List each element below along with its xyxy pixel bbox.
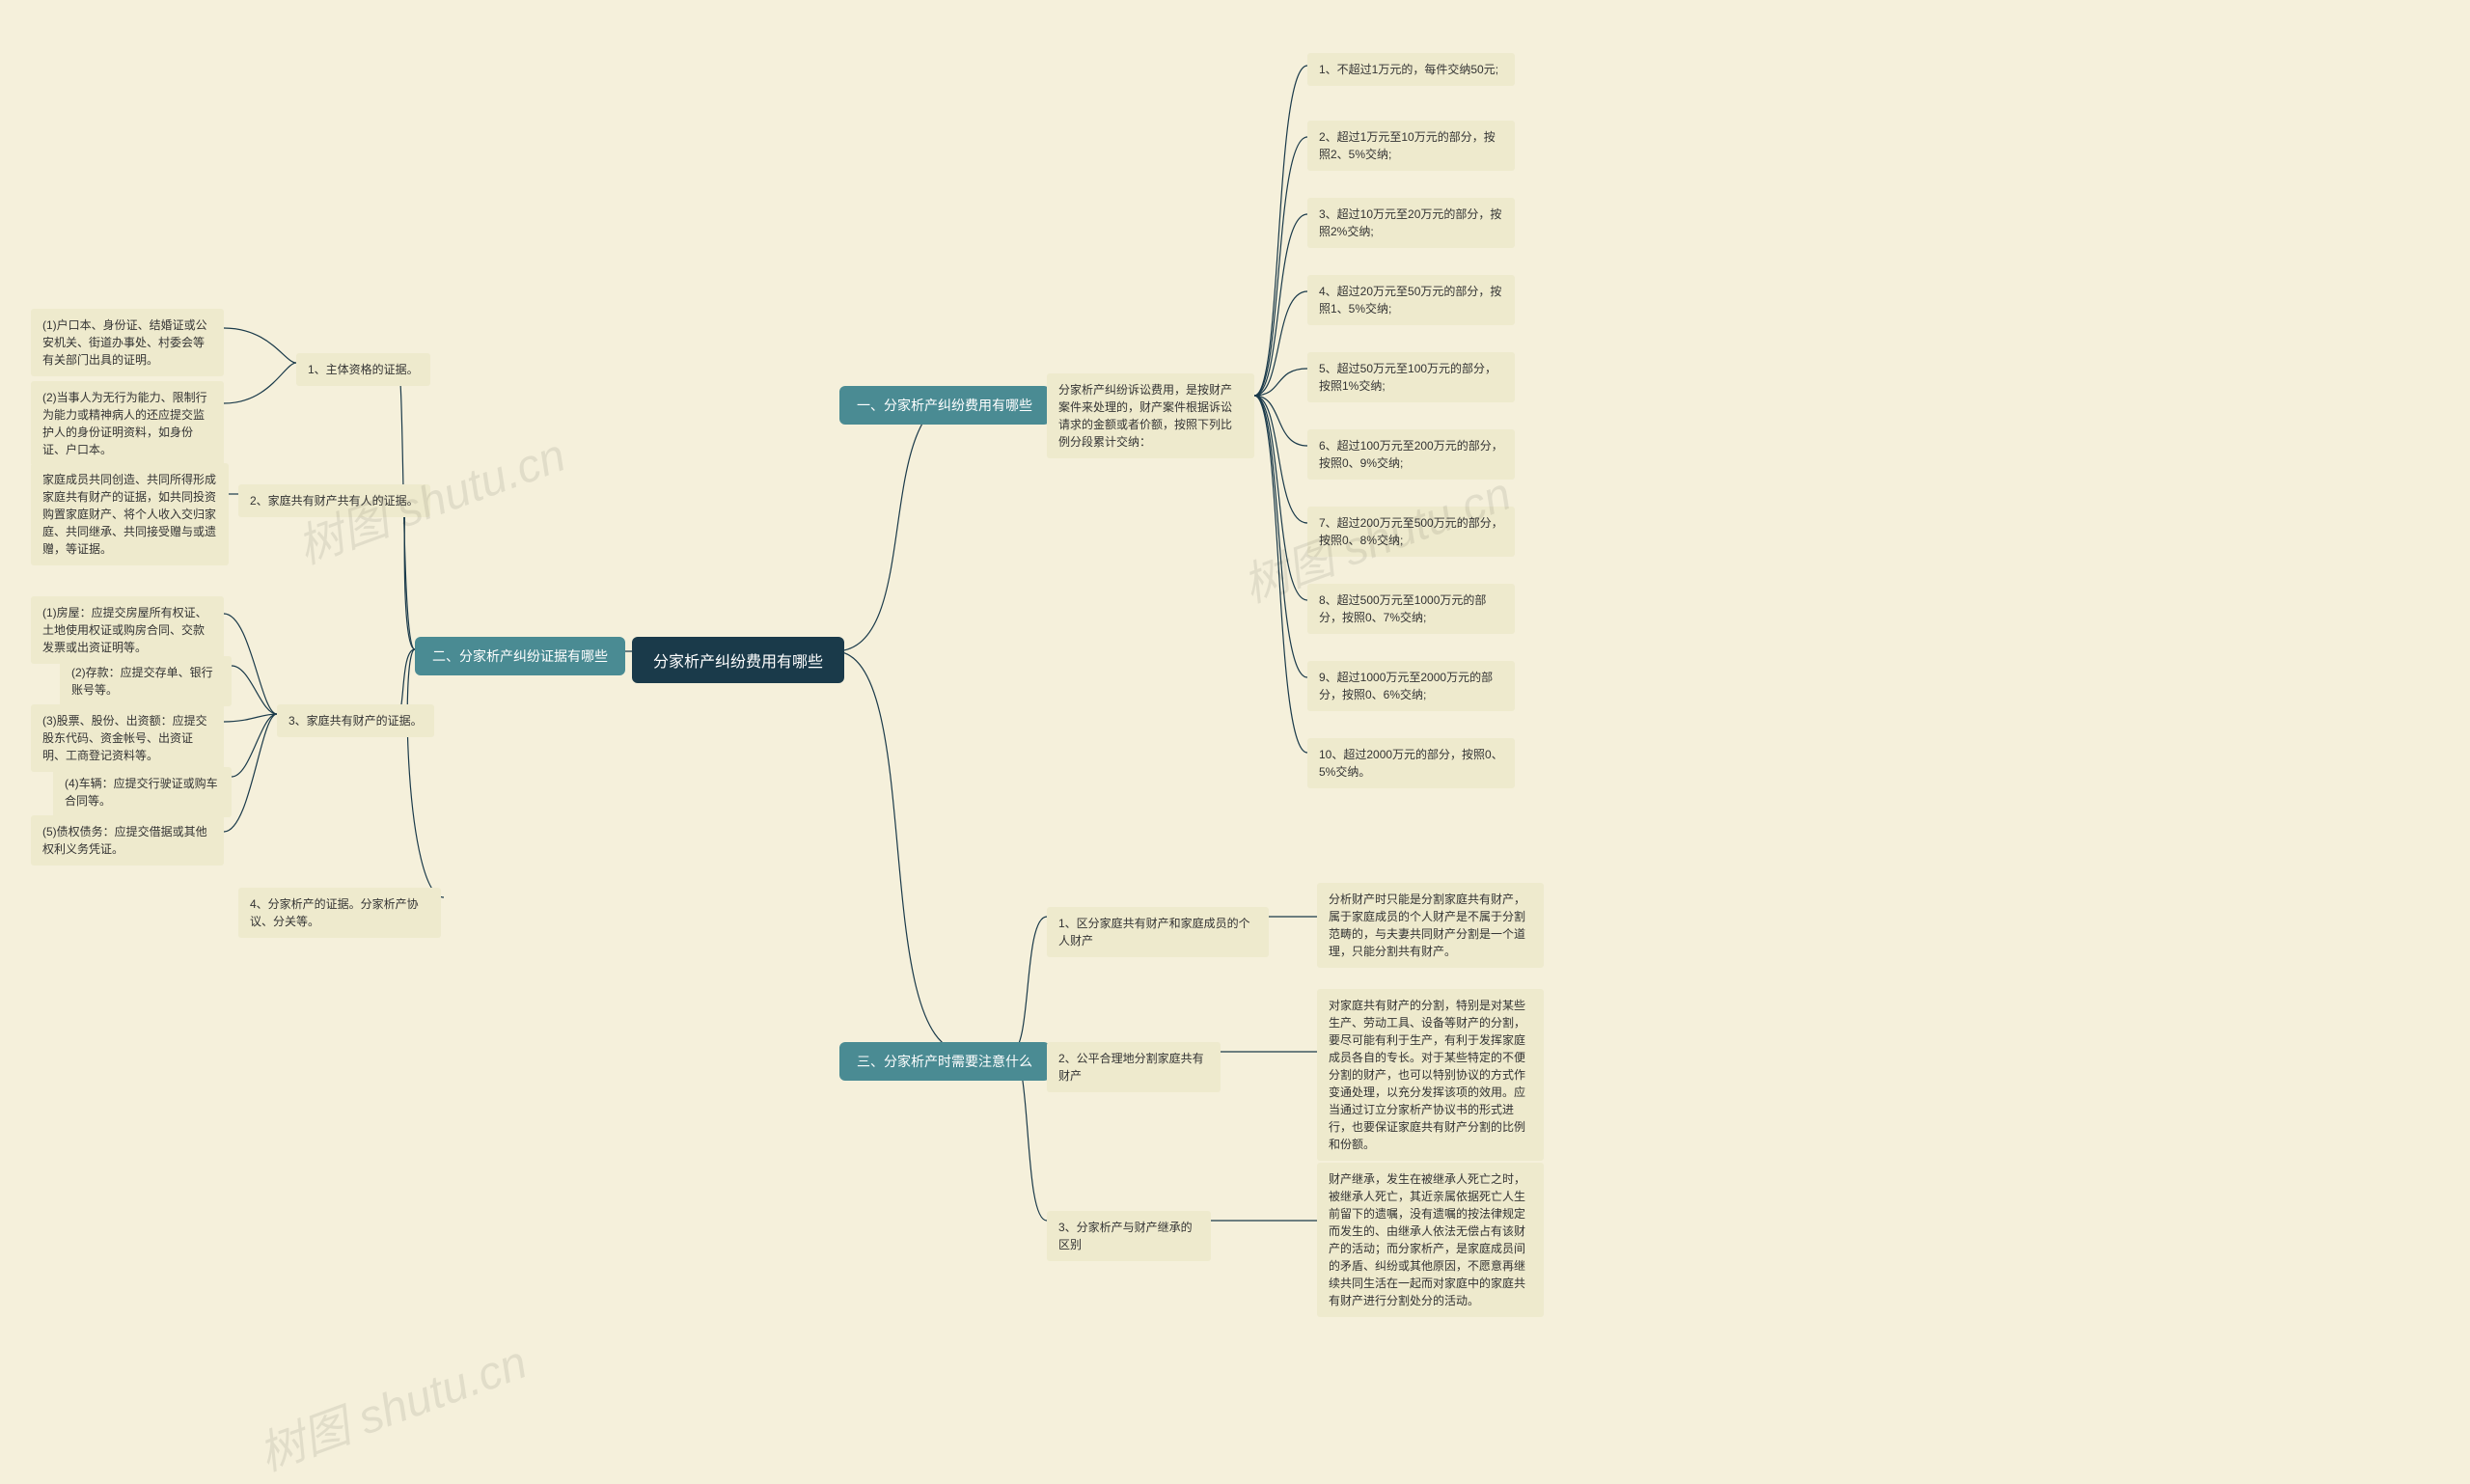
evidence-sub: (1)户口本、身份证、结婚证或公安机关、街道办事处、村委会等有关部门出具的证明。 bbox=[31, 309, 224, 376]
fees-intro: 分家析产纠纷诉讼费用，是按财产案件来处理的，财产案件根据诉讼请求的金额或者价额，… bbox=[1047, 373, 1254, 458]
fee-item: 9、超过1000万元至2000万元的部分，按照0、6%交纳; bbox=[1307, 661, 1515, 711]
notice-detail: 分析财产时只能是分割家庭共有财产，属于家庭成员的个人财产是不属于分割范畴的，与夫… bbox=[1317, 883, 1544, 968]
root-node[interactable]: 分家析产纠纷费用有哪些 bbox=[632, 637, 844, 683]
fee-item: 7、超过200万元至500万元的部分，按照0、8%交纳; bbox=[1307, 507, 1515, 557]
fee-item: 10、超过2000万元的部分，按照0、5%交纳。 bbox=[1307, 738, 1515, 788]
evidence-sub: (3)股票、股份、出资额：应提交股东代码、资金帐号、出资证明、工商登记资料等。 bbox=[31, 704, 224, 772]
evidence-sub: (4)车辆：应提交行驶证或购车合同等。 bbox=[53, 767, 232, 817]
fee-item: 6、超过100万元至200万元的部分，按照0、9%交纳; bbox=[1307, 429, 1515, 480]
fee-item: 8、超过500万元至1000万元的部分，按照0、7%交纳; bbox=[1307, 584, 1515, 634]
fee-item: 3、超过10万元至20万元的部分，按照2%交纳; bbox=[1307, 198, 1515, 248]
evidence-item: 3、家庭共有财产的证据。 bbox=[277, 704, 434, 737]
evidence-sub: (2)当事人为无行为能力、限制行为能力或精神病人的还应提交监护人的身份证明资料，… bbox=[31, 381, 224, 466]
fee-item: 5、超过50万元至100万元的部分，按照1%交纳; bbox=[1307, 352, 1515, 402]
notice-item: 1、区分家庭共有财产和家庭成员的个人财产 bbox=[1047, 907, 1269, 957]
branch-fees[interactable]: 一、分家析产纠纷费用有哪些 bbox=[839, 386, 1050, 425]
fee-item: 2、超过1万元至10万元的部分，按照2、5%交纳; bbox=[1307, 121, 1515, 171]
evidence-sub: (2)存款：应提交存单、银行账号等。 bbox=[60, 656, 232, 706]
evidence-item: 1、主体资格的证据。 bbox=[296, 353, 430, 386]
branch-notice[interactable]: 三、分家析产时需要注意什么 bbox=[839, 1042, 1050, 1081]
notice-detail: 对家庭共有财产的分割，特别是对某些生产、劳动工具、设备等财产的分割，要尽可能有利… bbox=[1317, 989, 1544, 1161]
evidence-item: 4、分家析产的证据。分家析产协议、分关等。 bbox=[238, 888, 441, 938]
evidence-sub: (5)债权债务：应提交借据或其他权利义务凭证。 bbox=[31, 815, 224, 866]
evidence-item: 2、家庭共有财产共有人的证据。 bbox=[238, 484, 430, 517]
branch-evidence[interactable]: 二、分家析产纠纷证据有哪些 bbox=[415, 637, 625, 675]
evidence-sub: 家庭成员共同创造、共同所得形成家庭共有财产的证据，如共同投资购置家庭财产、将个人… bbox=[31, 463, 229, 565]
fee-item: 1、不超过1万元的，每件交纳50元; bbox=[1307, 53, 1515, 86]
notice-item: 2、公平合理地分割家庭共有财产 bbox=[1047, 1042, 1221, 1092]
evidence-sub: (1)房屋：应提交房屋所有权证、土地使用权证或购房合同、交款发票或出资证明等。 bbox=[31, 596, 224, 664]
notice-item: 3、分家析产与财产继承的区别 bbox=[1047, 1211, 1211, 1261]
fee-item: 4、超过20万元至50万元的部分，按照1、5%交纳; bbox=[1307, 275, 1515, 325]
notice-detail: 财产继承，发生在被继承人死亡之时，被继承人死亡，其近亲属依据死亡人生前留下的遗嘱… bbox=[1317, 1163, 1544, 1317]
